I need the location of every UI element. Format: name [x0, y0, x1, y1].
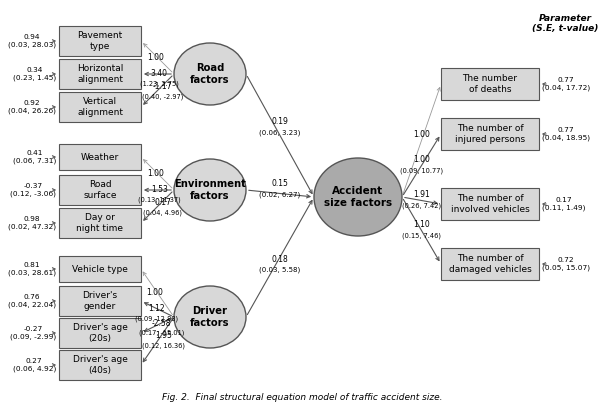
- Text: 1.00: 1.00: [147, 288, 164, 297]
- Text: 0.17: 0.17: [154, 199, 171, 207]
- Text: The number of
injured persons: The number of injured persons: [455, 124, 525, 144]
- FancyBboxPatch shape: [441, 248, 539, 280]
- Text: -1.17: -1.17: [153, 82, 172, 91]
- Text: Day or
night time: Day or night time: [77, 213, 123, 233]
- Text: Driver's age
(40s): Driver's age (40s): [72, 355, 127, 375]
- Text: 0.92
(0.04, 26.26): 0.92 (0.04, 26.26): [8, 100, 56, 114]
- Text: The number of
involved vehicles: The number of involved vehicles: [451, 194, 529, 214]
- Text: The number of
damaged vehicles: The number of damaged vehicles: [449, 254, 532, 274]
- Text: 0.34
(0.23, 1.45): 0.34 (0.23, 1.45): [13, 67, 56, 81]
- Text: 1.95: 1.95: [155, 331, 172, 340]
- Text: 1.00: 1.00: [147, 53, 164, 62]
- Text: Road
factors: Road factors: [190, 63, 230, 85]
- FancyBboxPatch shape: [59, 59, 141, 89]
- Text: 0.94
(0.03, 28.03): 0.94 (0.03, 28.03): [8, 34, 56, 48]
- Text: Driver's age
(20s): Driver's age (20s): [72, 323, 127, 343]
- Ellipse shape: [174, 286, 246, 348]
- FancyBboxPatch shape: [59, 92, 141, 122]
- Text: 0.72
(0.05, 15.07): 0.72 (0.05, 15.07): [542, 257, 590, 271]
- FancyBboxPatch shape: [59, 318, 141, 348]
- FancyBboxPatch shape: [441, 188, 539, 220]
- Text: 0.15: 0.15: [272, 179, 289, 188]
- Text: 1.91: 1.91: [413, 190, 430, 199]
- Text: 1.10: 1.10: [413, 220, 430, 229]
- Text: 0.81
(0.03, 28.61): 0.81 (0.03, 28.61): [8, 262, 56, 276]
- Text: 0.18: 0.18: [272, 255, 288, 264]
- Ellipse shape: [174, 159, 246, 221]
- Text: Fig. 2.  Final structural equation model of traffic accident size.: Fig. 2. Final structural equation model …: [162, 393, 442, 402]
- FancyBboxPatch shape: [59, 26, 141, 56]
- Text: -2.58: -2.58: [152, 319, 171, 328]
- Text: 3.40: 3.40: [150, 69, 168, 78]
- Text: Parameter
(S.E, t-value): Parameter (S.E, t-value): [532, 14, 598, 33]
- Ellipse shape: [174, 43, 246, 105]
- Text: -0.27
(0.09, -2.99): -0.27 (0.09, -2.99): [10, 326, 56, 340]
- Text: 1.00: 1.00: [413, 154, 430, 164]
- FancyBboxPatch shape: [59, 208, 141, 238]
- Text: (0.03, 5.58): (0.03, 5.58): [259, 267, 301, 273]
- Text: Pavement
type: Pavement type: [77, 31, 123, 51]
- Text: 0.41
(0.06, 7.31): 0.41 (0.06, 7.31): [13, 150, 56, 164]
- Text: 1.00: 1.00: [413, 129, 430, 138]
- Text: (0.17, -15.01): (0.17, -15.01): [139, 330, 184, 336]
- Text: (0.02, 6.27): (0.02, 6.27): [259, 191, 301, 197]
- FancyBboxPatch shape: [59, 144, 141, 170]
- Text: 0.27
(0.06, 4.92): 0.27 (0.06, 4.92): [13, 358, 56, 372]
- Text: (0.09, 12.88): (0.09, 12.88): [135, 315, 179, 322]
- Text: (0.13, 11.37): (0.13, 11.37): [138, 196, 181, 203]
- Text: Accident
size factors: Accident size factors: [324, 186, 392, 208]
- FancyBboxPatch shape: [441, 68, 539, 100]
- Text: (0.15, 7.46): (0.15, 7.46): [402, 232, 441, 239]
- FancyBboxPatch shape: [59, 256, 141, 282]
- Text: (1.23, 2.75): (1.23, 2.75): [140, 80, 179, 87]
- Text: Vehicle type: Vehicle type: [72, 265, 128, 274]
- Text: Weather: Weather: [81, 152, 119, 162]
- Text: Environment
factors: Environment factors: [174, 179, 246, 201]
- Text: (0.40, -2.97): (0.40, -2.97): [142, 94, 184, 100]
- Text: 0.77
(0.04, 17.72): 0.77 (0.04, 17.72): [542, 77, 590, 91]
- Text: (0.06, 3.23): (0.06, 3.23): [259, 129, 301, 136]
- Text: Driver
factors: Driver factors: [190, 306, 230, 328]
- FancyBboxPatch shape: [59, 350, 141, 380]
- Text: Driver's
gender: Driver's gender: [82, 291, 118, 311]
- Text: (0.26, 7.42): (0.26, 7.42): [402, 203, 441, 209]
- Text: 1.53: 1.53: [151, 185, 167, 194]
- Text: Horizontal
alignment: Horizontal alignment: [77, 64, 123, 84]
- Text: Vertical
alignment: Vertical alignment: [77, 97, 123, 117]
- Text: (0.12, 16.36): (0.12, 16.36): [142, 342, 185, 349]
- Text: (0.09, 10.77): (0.09, 10.77): [400, 168, 443, 174]
- Text: 0.19: 0.19: [272, 117, 289, 126]
- Text: The number
of deaths: The number of deaths: [463, 74, 518, 94]
- Text: 0.77
(0.04, 18.95): 0.77 (0.04, 18.95): [542, 127, 590, 141]
- FancyBboxPatch shape: [441, 118, 539, 150]
- Text: 1.00: 1.00: [147, 169, 164, 178]
- Text: 1.12: 1.12: [149, 304, 165, 313]
- Text: 0.17
(0.11, 1.49): 0.17 (0.11, 1.49): [542, 197, 585, 211]
- FancyBboxPatch shape: [59, 175, 141, 205]
- Text: Road
surface: Road surface: [83, 180, 117, 200]
- Text: 0.98
(0.02, 47.32): 0.98 (0.02, 47.32): [8, 216, 56, 230]
- FancyBboxPatch shape: [59, 286, 141, 316]
- Text: 0.76
(0.04, 22.04): 0.76 (0.04, 22.04): [8, 294, 56, 308]
- Ellipse shape: [314, 158, 402, 236]
- Text: -0.37
(0.12, -3.06): -0.37 (0.12, -3.06): [10, 183, 56, 197]
- Text: (0.04, 4.96): (0.04, 4.96): [143, 209, 182, 216]
